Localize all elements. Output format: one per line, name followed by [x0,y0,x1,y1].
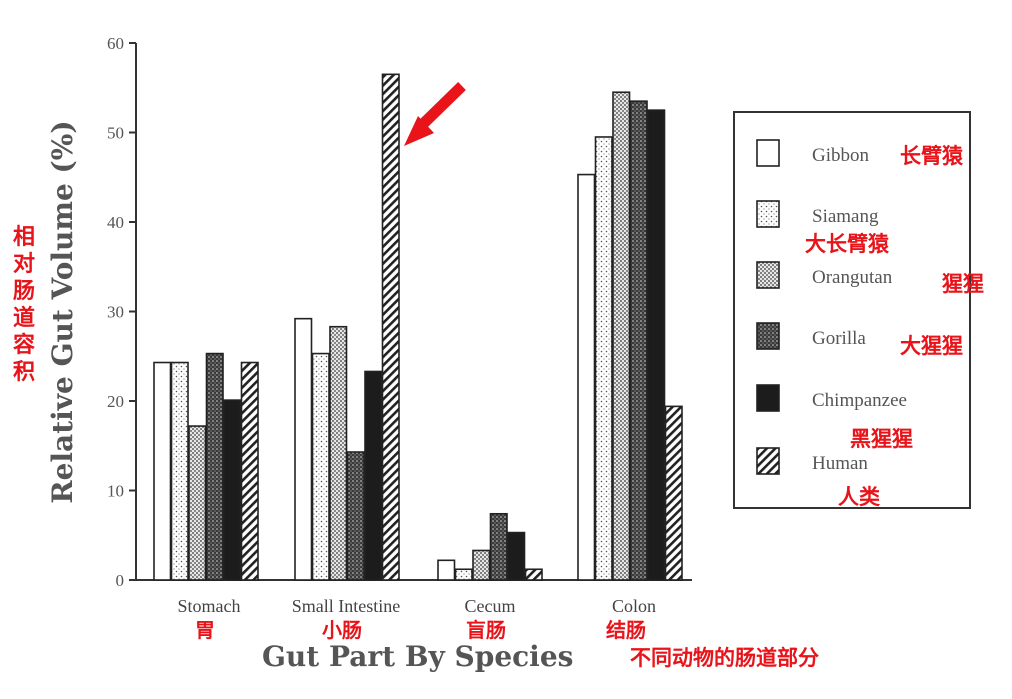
legend-swatch-siamang [756,200,780,228]
legend-label-siamang: Siamang [812,206,879,227]
bar-human-stomach [240,361,259,581]
category-label-cn: 结肠 [606,618,646,642]
bar-gibbon-stomach [153,361,172,581]
bar-gibbon-cecum [437,559,456,581]
bar-gibbon-small-intestine [294,317,313,581]
legend-box [733,111,971,509]
bar-gibbon-colon [577,173,596,581]
bars [153,73,683,581]
bar-orangutan-colon [612,91,631,581]
y-axis-title: Relative Gut Volume (%) [46,120,79,503]
legend-label-orangutan: Orangutan [812,267,893,288]
legend-swatch-orangutan [756,261,780,289]
y-ticks: 0 10 20 30 40 50 60 [107,34,136,590]
legend: Gibbon 长臂猿 Siamang 大长臂猿 Orangutan 猩猩 Gorilla 大猩… [756,139,984,509]
category-label-cn: 盲肠 [466,618,506,642]
category-label-cn: 胃 [195,618,215,642]
y-tick-label: 20 [107,392,124,411]
category-label: Small Intestine [292,596,400,616]
bar-chimpanzee-small-intestine [364,370,383,581]
bar-chimpanzee-cecum [507,531,526,581]
legend-label-cn-siamang: 大长臂猿 [805,232,890,256]
legend-label-chimpanzee: Chimpanzee [812,390,907,411]
bar-gorilla-colon [629,100,648,581]
legend-swatch-gibbon [756,139,780,167]
category-label: Cecum [465,596,516,616]
y-tick-label: 60 [107,34,124,53]
legend-swatch-chimpanzee [756,384,780,412]
y-tick-label: 50 [107,124,124,143]
category-label-cn: 小肠 [322,618,362,642]
legend-label-cn-gibbon: 长臂猿 [900,144,964,168]
legend-label-gibbon: Gibbon [812,145,870,166]
category-label: Colon [612,596,656,616]
y-tick-label: 10 [107,482,124,501]
y-tick-label: 40 [107,213,124,232]
y-axis-title-cn: 相对肠道容积 [13,225,35,385]
legend-swatch-human [756,447,780,475]
bar-siamang-colon [594,136,613,581]
y-tick-label: 30 [107,303,124,322]
bar-gorilla-cecum [489,512,508,581]
bar-human-cecum [524,568,543,581]
x-axis-title: Gut Part By Species [262,640,573,673]
bar-siamang-small-intestine [311,352,330,581]
bar-orangutan-cecum [472,549,491,581]
category-label: Stomach [178,596,241,616]
bar-siamang-cecum [454,568,473,581]
annotation-arrow [404,82,466,146]
legend-label-cn-human: 人类 [838,485,881,509]
bar-human-colon [664,405,683,581]
bar-siamang-stomach [170,361,189,581]
bar-chimpanzee-colon [647,109,666,581]
bar-orangutan-small-intestine [329,325,348,581]
bar-orangutan-stomach [188,425,207,581]
legend-swatch-gorilla [756,322,780,350]
legend-label-cn-gorilla: 大猩猩 [900,334,963,358]
legend-label-cn-chimpanzee: 黑猩猩 [850,427,913,451]
bar-gorilla-stomach [205,352,224,581]
legend-label-human: Human [812,453,868,474]
bar-gorilla-small-intestine [346,451,365,581]
legend-label-cn-orangutan: 猩猩 [941,272,984,296]
x-axis-title-cn: 不同动物的肠道部分 [630,646,819,670]
legend-label-gorilla: Gorilla [812,328,866,349]
bar-human-small-intestine [381,73,400,581]
bar-chimpanzee-stomach [223,399,242,581]
y-tick-label: 0 [116,571,125,590]
